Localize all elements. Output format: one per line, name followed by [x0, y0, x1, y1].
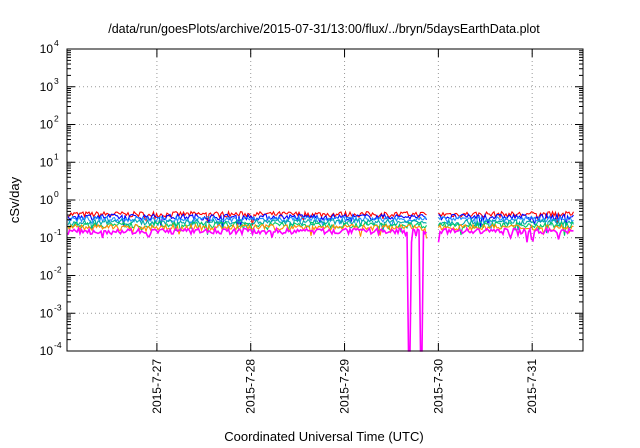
y-tick-label: 10 — [40, 231, 54, 245]
series-line — [67, 209, 574, 226]
y-tick-label: 10 — [40, 269, 54, 283]
x-tick-label: 2015-7-30 — [431, 359, 445, 414]
plot-frame — [66, 48, 584, 352]
y-tick-exponent: -1 — [54, 227, 62, 237]
y-tick-label: 10 — [40, 80, 54, 94]
y-tick-label: 10 — [40, 42, 54, 56]
y-tick-exponent: 3 — [54, 76, 59, 86]
y-tick-exponent: -4 — [54, 340, 62, 350]
x-tick-label: 2015-7-31 — [525, 359, 539, 414]
y-tick-label: 10 — [40, 306, 54, 320]
series-group — [67, 209, 574, 352]
x-axis: 2015-7-27 2015-7-28 2015-7-29 2015-7-30 2015… — [150, 49, 539, 414]
x-tick-label: 2015-7-27 — [150, 359, 164, 414]
x-tick-label: 2015-7-29 — [338, 359, 352, 414]
x-axis-label: Coordinated Universal Time (UTC) — [224, 429, 423, 444]
y-tick-exponent: 4 — [54, 38, 59, 48]
y-tick-exponent: 0 — [54, 189, 59, 199]
y-tick-exponent: -3 — [54, 302, 62, 312]
series-line — [67, 222, 574, 239]
y-tick-exponent: -2 — [54, 265, 62, 275]
y-tick-label: 10 — [40, 155, 54, 169]
y-tick-label: 10 — [40, 344, 54, 358]
y-tick-label: 10 — [40, 118, 54, 132]
x-tick-label: 2015-7-28 — [244, 359, 258, 414]
series-line — [67, 226, 574, 352]
series-line — [67, 214, 574, 230]
y-axis-label: cSv/day — [7, 176, 22, 223]
y-tick-label: 10 — [40, 193, 54, 207]
grid — [67, 49, 583, 351]
y-tick-exponent: 2 — [54, 114, 59, 124]
chart-title: /data/run/goesPlots/archive/2015-07-31/1… — [108, 22, 540, 36]
y-tick-exponent: 1 — [54, 151, 59, 161]
